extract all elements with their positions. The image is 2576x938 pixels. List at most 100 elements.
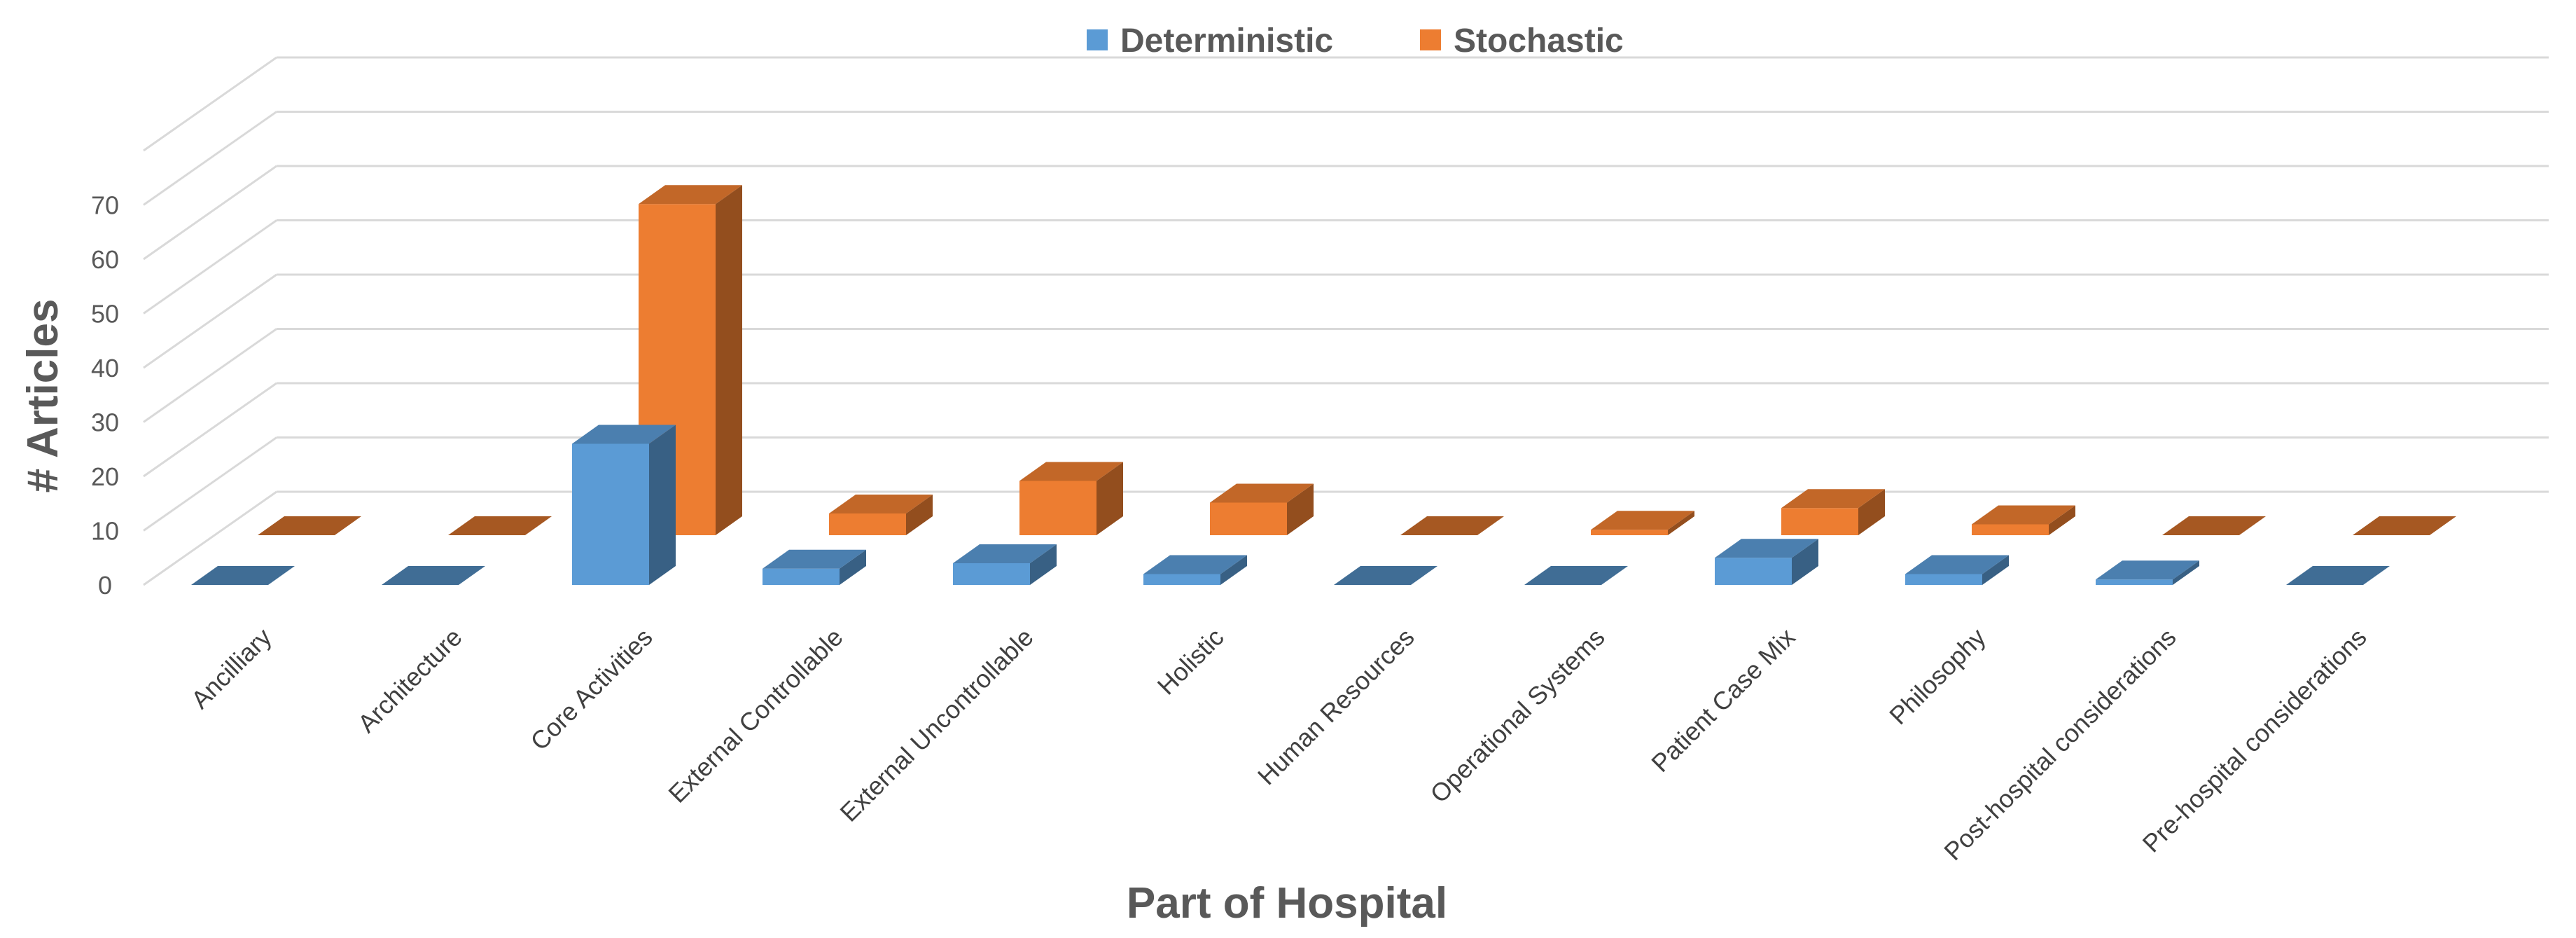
- bar-deterministic-external-uncontrollable: [953, 544, 1057, 585]
- gridline-side: [143, 382, 277, 478]
- bar-stochastic-patient-case-mix-side: [1858, 489, 1885, 535]
- y-tick-label: 70: [91, 191, 119, 220]
- bar-deterministic-pre-hospital-considerations-top: [2286, 566, 2390, 585]
- legend-label-deterministic: Deterministic: [1120, 22, 1333, 60]
- bar-stochastic-core-activities-top: [639, 185, 742, 205]
- bar-deterministic-architecture-top: [382, 566, 485, 585]
- bar-stochastic-external-uncontrollable-side: [1096, 462, 1123, 535]
- bar-deterministic-post-hospital-considerations-side: [2173, 560, 2199, 585]
- category-label-human-resources: Human Resources: [1252, 623, 1420, 791]
- bar-stochastic-external-controllable-side: [906, 495, 933, 535]
- bar-deterministic-architecture: [382, 566, 485, 585]
- bar-deterministic-external-uncontrollable-top: [953, 544, 1057, 563]
- bar-deterministic-philosophy-front: [1905, 574, 1982, 585]
- bar-deterministic-holistic-top: [1143, 555, 1247, 574]
- bar-deterministic-philosophy: [1905, 555, 2009, 585]
- category-label-operational-systems: Operational Systems: [1424, 623, 1610, 808]
- category-label-external-uncontrollable: External Uncontrollable: [834, 623, 1038, 827]
- bar-stochastic-external-controllable-top: [829, 495, 933, 513]
- bar-stochastic-pre-hospital-considerations-top: [2353, 516, 2456, 535]
- bar-deterministic-holistic: [1143, 555, 1247, 585]
- bar-deterministic-philosophy-top: [1905, 555, 2009, 574]
- bar-deterministic-human-resources: [1334, 566, 1437, 585]
- bar-stochastic-operational-systems-front: [1591, 530, 1668, 535]
- bar-stochastic-philosophy-front: [1972, 524, 2049, 535]
- y-tick-label: 30: [91, 408, 119, 437]
- y-tick-label: 0: [98, 571, 112, 600]
- bar-stochastic-external-controllable: [829, 495, 933, 535]
- gridline-side: [143, 273, 277, 369]
- bar-deterministic-patient-case-mix: [1715, 539, 1818, 585]
- x-axis-labels: Ancilliary Architecture Core Activities Ext…: [186, 623, 2372, 866]
- legend-swatch-deterministic: [1087, 29, 1108, 50]
- bar-deterministic-patient-case-mix-front: [1715, 558, 1792, 585]
- bar-deterministic-operational-systems: [1524, 566, 1628, 585]
- bar-stochastic-external-uncontrollable-front: [1019, 481, 1096, 535]
- bar-deterministic-pre-hospital-considerations: [2286, 566, 2390, 585]
- category-label-pre-hospital-considerations: Pre-hospital considerations: [2137, 623, 2372, 858]
- bar-stochastic-holistic-side: [1287, 483, 1314, 535]
- bar-deterministic-core-activities: [572, 425, 676, 585]
- bar-stochastic-operational-systems: [1591, 511, 1694, 535]
- bar-deterministic-core-activities-top: [572, 425, 676, 444]
- gridline-side: [143, 111, 277, 206]
- y-axis-title: # Articles: [19, 299, 67, 493]
- bar-stochastic-operational-systems-side: [1668, 511, 1694, 535]
- gridline-side: [143, 165, 277, 261]
- bar-stochastic-holistic-front: [1210, 502, 1287, 535]
- category-label-holistic: Holistic: [1152, 623, 1230, 701]
- bar-stochastic-philosophy-top: [1972, 505, 2075, 525]
- bar-deterministic-post-hospital-considerations-top: [2096, 560, 2199, 580]
- bar-deterministic-external-uncontrollable-front: [953, 563, 1030, 585]
- gridline-side: [143, 328, 277, 423]
- bar-stochastic-external-uncontrollable: [1019, 462, 1123, 535]
- legend-label-stochastic: Stochastic: [1454, 22, 1624, 60]
- bar-stochastic-external-uncontrollable-top: [1019, 462, 1123, 481]
- bar-deterministic-ancilliary-top: [191, 566, 295, 585]
- bar-stochastic-holistic: [1210, 483, 1314, 535]
- category-label-patient-case-mix: Patient Case Mix: [1645, 623, 1800, 778]
- bar-deterministic-core-activities-side: [649, 425, 676, 585]
- category-label-ancilliary: Ancilliary: [186, 623, 277, 715]
- bar-stochastic-philosophy-side: [2049, 505, 2075, 535]
- gridline-side: [143, 490, 277, 586]
- y-tick-label: 50: [91, 300, 119, 329]
- bar-stochastic-holistic-top: [1210, 483, 1314, 503]
- bar-stochastic-ancilliary-top: [258, 516, 361, 535]
- x-axis-title: Part of Hospital: [1127, 879, 1447, 927]
- bar-deterministic-patient-case-mix-top: [1715, 539, 1818, 558]
- bar-stochastic-ancilliary: [258, 516, 361, 535]
- bar-deterministic-external-controllable-side: [840, 549, 866, 585]
- bar-stochastic-human-resources-top: [1400, 516, 1504, 535]
- legend: Deterministic Stochastic: [1087, 22, 1624, 60]
- gridline-side: [143, 219, 277, 315]
- bar-stochastic-patient-case-mix-top: [1781, 489, 1885, 509]
- bar-deterministic-external-controllable-front: [763, 568, 840, 585]
- bar-stochastic-human-resources: [1400, 516, 1504, 535]
- bar-stochastic-philosophy: [1972, 505, 2075, 535]
- y-tick-label: 40: [91, 354, 119, 382]
- bar-deterministic-external-uncontrollable-side: [1030, 544, 1057, 585]
- category-label-external-controllable: External Controllable: [662, 623, 848, 808]
- category-label-philosophy: Philosophy: [1884, 623, 1991, 731]
- bar-deterministic-ancilliary: [191, 566, 295, 585]
- y-tick-label: 10: [91, 517, 119, 546]
- category-label-core-activities: Core Activities: [524, 623, 657, 756]
- bar-stochastic-architecture-top: [448, 516, 552, 535]
- bar-stochastic-operational-systems-top: [1591, 511, 1694, 530]
- bar-deterministic-holistic-side: [1220, 555, 1247, 585]
- bars: [191, 185, 2456, 585]
- gridline-side: [143, 436, 277, 532]
- bar-stochastic-pre-hospital-considerations: [2353, 516, 2456, 535]
- bar-stochastic-post-hospital-considerations: [2162, 516, 2266, 535]
- y-tick-label: 60: [91, 245, 119, 274]
- bar-stochastic-external-controllable-front: [829, 513, 906, 535]
- bar-stochastic-patient-case-mix: [1781, 489, 1885, 535]
- bar-deterministic-human-resources-top: [1334, 566, 1437, 585]
- legend-swatch-stochastic: [1420, 29, 1441, 50]
- gridline-side: [143, 56, 277, 152]
- category-label-architecture: Architecture: [352, 623, 468, 738]
- bar-deterministic-patient-case-mix-side: [1792, 539, 1818, 585]
- bar-deterministic-core-activities-front: [572, 443, 649, 585]
